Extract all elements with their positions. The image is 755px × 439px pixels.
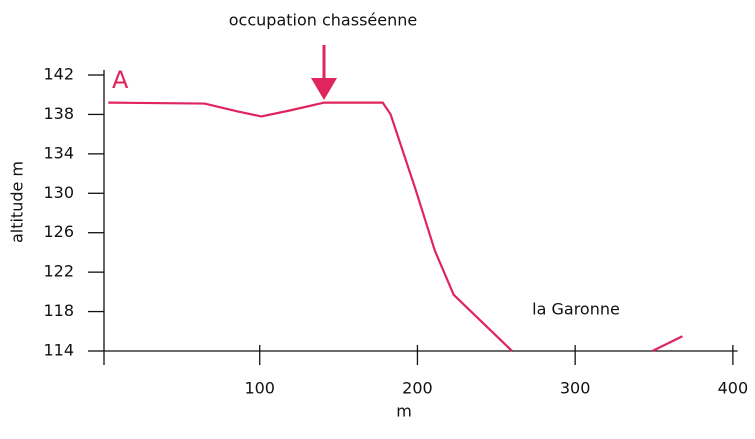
annotation: occupation chasséenne xyxy=(229,11,417,30)
x-tick-label: 200 xyxy=(402,379,433,398)
x-tick-label: 100 xyxy=(244,379,275,398)
y-tick-label: 130 xyxy=(43,183,74,202)
x-axis-label: m xyxy=(396,402,412,421)
y-tick-label: 118 xyxy=(43,301,74,320)
y-tick-label: 142 xyxy=(43,65,74,84)
y-tick-label: 138 xyxy=(43,104,74,123)
x-tick-label: 300 xyxy=(560,379,591,398)
annotation: la Garonne xyxy=(532,300,620,319)
annotation: A xyxy=(112,66,129,94)
y-tick-label: 122 xyxy=(43,262,74,281)
y-tick-label: 134 xyxy=(43,143,74,162)
y-axis-label: altitude m xyxy=(8,161,27,243)
line xyxy=(108,101,683,352)
y-tick-label: 126 xyxy=(43,222,74,241)
x-tick-label: 400 xyxy=(718,379,749,398)
y-tick-label: 114 xyxy=(43,341,74,360)
arrow-head xyxy=(311,78,337,100)
